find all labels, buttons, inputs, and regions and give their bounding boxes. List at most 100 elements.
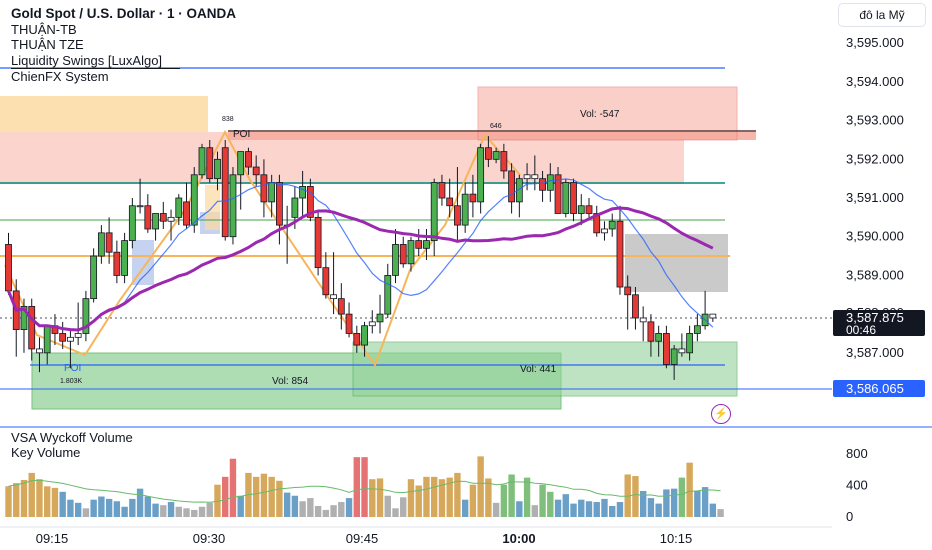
volume-bar (431, 476, 438, 517)
volume-bar (276, 480, 283, 517)
x-tick-label: 10:15 (660, 531, 693, 546)
candle-body (678, 348, 686, 354)
candle-body (554, 174, 562, 214)
volume-bar (59, 491, 66, 517)
volume-bar (392, 508, 399, 517)
volume-tick-label: 800 (846, 446, 868, 461)
x-tick-label: 09:30 (193, 531, 226, 546)
volume-legend: VSA Wyckoff Volume Key Volume (11, 430, 133, 460)
volume-bar (469, 484, 477, 517)
candle-body (59, 333, 67, 342)
candle-body (5, 244, 12, 292)
vol-top-zone-label: Vol: -547 (580, 109, 620, 120)
volume-bar (353, 457, 360, 517)
volume-bar (616, 502, 624, 517)
candle-body (183, 201, 190, 226)
volume-bar (454, 472, 461, 517)
volume-bar (121, 506, 128, 517)
volume-bar (291, 495, 299, 517)
overlays-layer (7, 178, 714, 332)
y-tick-label: 3,587.000 (846, 345, 904, 360)
volume-bar (384, 495, 391, 517)
candle-body (345, 313, 353, 334)
candle-body (500, 151, 508, 172)
candle-body (570, 182, 577, 214)
volume-bar (547, 491, 554, 517)
volume-bar (299, 501, 306, 517)
candle-body (461, 193, 469, 226)
candle-body (601, 228, 608, 234)
volume-bar (206, 502, 213, 517)
candle-body (330, 294, 337, 300)
candle-body (376, 313, 384, 323)
indicator-thuan-tb[interactable]: THUẬN-TB (11, 21, 77, 37)
indicator-thuan-tze[interactable]: THUẬN TZE (11, 37, 84, 52)
volume-bar (167, 502, 175, 517)
y-tick-label: 3,593.000 (846, 113, 904, 128)
y-tick-label: 3,592.000 (846, 151, 904, 166)
volume-bar (13, 483, 20, 517)
lightning-icon[interactable]: ⚡ (711, 404, 731, 424)
candle-body (446, 197, 454, 207)
gray-box (625, 234, 728, 292)
candle-body (105, 232, 113, 253)
candle-body (20, 305, 28, 330)
volume-bar (338, 502, 345, 517)
volume-bar (307, 498, 314, 517)
indicator-key-volume[interactable]: Key Volume (11, 444, 81, 460)
candle-body (562, 182, 570, 214)
y-tick-label: 3,591.000 (846, 190, 904, 205)
volume-bar (191, 509, 198, 517)
volume-bar (283, 492, 291, 517)
current-price-label: 3,587.875 (846, 310, 904, 325)
candle-body (670, 348, 678, 365)
candle-body (67, 336, 74, 342)
volume-bar (601, 498, 608, 517)
volume-bar (36, 479, 43, 517)
candle-body (577, 205, 585, 214)
poi-bottom-label: POI (64, 363, 81, 374)
volume-bar (105, 498, 113, 517)
volume-bar (663, 489, 670, 517)
volume-bar (67, 499, 74, 517)
volume-bar (639, 491, 647, 517)
indicator-chienfx-system[interactable]: ChienFX System (11, 69, 109, 84)
volume-bar (562, 494, 569, 517)
volume-bar (539, 484, 546, 517)
volume-bar (74, 502, 82, 517)
candle-body (275, 182, 283, 226)
candle-body (423, 240, 430, 249)
volume-bar (268, 476, 275, 517)
level-price-label: 3,586.065 (846, 381, 904, 396)
level-price-badge (833, 380, 925, 397)
candle-body (624, 286, 632, 296)
candle-body (632, 294, 639, 319)
volume-bar (570, 503, 577, 517)
volume-bar (229, 458, 237, 517)
zones-layer (0, 86, 756, 410)
candle-body (407, 240, 415, 265)
volume-bar (314, 505, 322, 517)
candle-body (214, 158, 221, 180)
volume-bar (322, 509, 330, 517)
currency-button[interactable]: đô la Mỹ (838, 3, 926, 27)
candle-body (337, 298, 345, 315)
candle-body (709, 313, 717, 319)
volume-bar (500, 484, 508, 517)
candle-body (438, 182, 446, 199)
volume-bar (330, 505, 337, 517)
volume-bar (90, 499, 97, 517)
candle-body (144, 205, 152, 230)
vol-bottom-zone-label-1: Vol: 854 (272, 376, 309, 387)
candle-body (477, 147, 485, 203)
indicator-liquidity-swings[interactable]: Liquidity Swings [LuxAlgo] (11, 53, 181, 69)
indicator-vsa-wyckoff-volume[interactable]: VSA Wyckoff Volume (11, 430, 133, 445)
vol-bottom-zone-label-2: Vol: 441 (520, 364, 557, 375)
x-tick-label: 10:00 (502, 531, 535, 546)
volume-bar (129, 498, 136, 517)
symbol-title[interactable]: Gold Spot / U.S. Dollar · 1 · OANDA (11, 6, 237, 21)
current-price-badge (833, 310, 925, 336)
volume-bar (717, 509, 724, 517)
candle-body (237, 151, 245, 176)
